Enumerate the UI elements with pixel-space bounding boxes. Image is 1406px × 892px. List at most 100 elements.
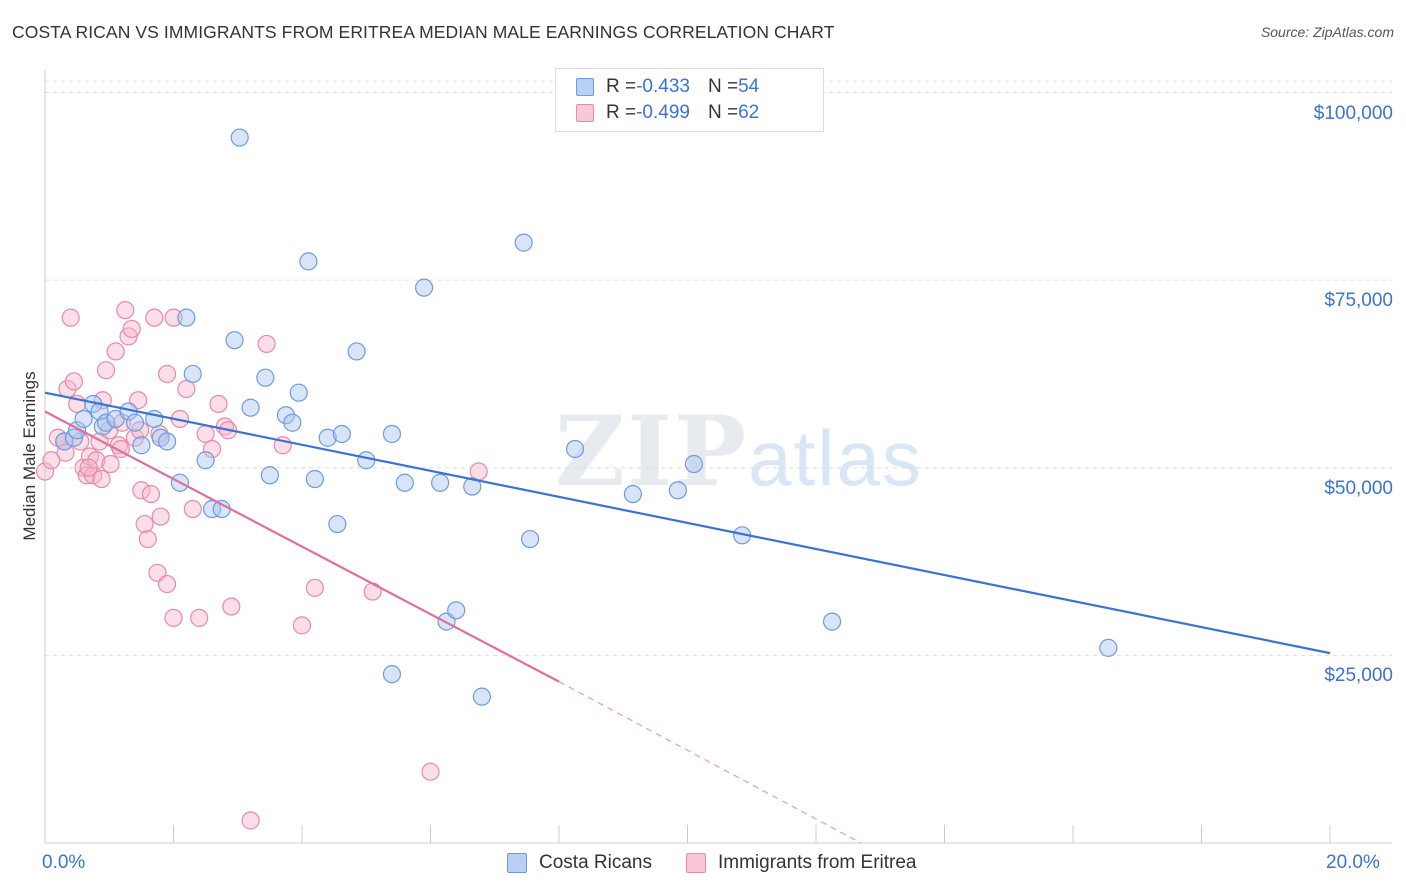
data-point <box>141 484 161 504</box>
data-point <box>177 308 196 327</box>
data-point <box>64 372 84 391</box>
data-point <box>92 469 111 489</box>
x-tick-label-min: 0.0% <box>42 852 86 873</box>
n-value: 54 <box>738 76 760 97</box>
n-label: N = <box>707 102 739 123</box>
n-value: 62 <box>738 102 760 123</box>
data-point <box>55 432 74 451</box>
data-point <box>132 436 151 455</box>
data-point <box>514 233 533 252</box>
data-point <box>42 451 61 470</box>
correlation-legend: R = -0.433 N = 54 R = -0.499 N = 62 <box>555 68 824 132</box>
legend-item-costa-ricans: Costa Ricans <box>507 852 652 874</box>
chart-title: COSTA RICAN VS IMMIGRANTS FROM ERITREA M… <box>12 22 835 42</box>
data-point <box>222 597 241 616</box>
watermark: ZIPatlas <box>555 395 923 508</box>
r-value: -0.433 <box>636 76 690 97</box>
r-value: -0.499 <box>636 102 690 123</box>
data-point <box>96 413 116 432</box>
series-legend: Costa Ricans Immigrants from Eritrea <box>0 852 1406 876</box>
y-tick-label: $50,000 <box>1324 477 1393 499</box>
data-point <box>241 398 260 417</box>
data-point <box>209 394 228 414</box>
data-point <box>421 762 440 781</box>
data-point <box>305 469 324 489</box>
y-tick-label: $75,000 <box>1324 290 1393 312</box>
data-point <box>164 608 183 627</box>
data-point <box>395 473 414 492</box>
data-point <box>520 529 540 549</box>
data-point <box>157 574 177 594</box>
data-point <box>61 308 80 327</box>
data-point <box>77 466 96 485</box>
legend-swatch-pink <box>686 853 706 873</box>
data-point <box>289 383 308 402</box>
legend-row-eritrea: R = -0.499 N = 62 <box>576 102 759 124</box>
legend-label: Immigrants from Eritrea <box>718 852 917 873</box>
data-point <box>299 252 318 271</box>
gridlines <box>45 80 1392 656</box>
data-point <box>122 319 141 339</box>
data-point <box>106 342 125 361</box>
data-point <box>668 481 687 500</box>
data-point <box>145 308 164 327</box>
data-point <box>472 687 491 706</box>
data-point <box>565 439 585 459</box>
data-point <box>305 578 324 597</box>
data-point <box>414 278 434 297</box>
legend-label: Costa Ricans <box>539 852 652 873</box>
n-label: N = <box>707 76 739 97</box>
data-point <box>157 432 177 451</box>
data-point <box>96 361 116 380</box>
data-point <box>328 514 347 534</box>
data-point <box>101 454 120 474</box>
r-label: R = <box>606 76 637 97</box>
data-point <box>357 451 376 470</box>
data-point <box>87 451 106 470</box>
series-costa-rican-points <box>55 128 1118 706</box>
data-point <box>382 424 402 444</box>
data-point <box>318 428 337 447</box>
data-point <box>256 368 275 387</box>
data-point <box>463 477 482 496</box>
data-point <box>196 451 215 470</box>
trend-line-costa-rican <box>44 391 1331 655</box>
data-point <box>283 413 302 432</box>
x-tick-label-max: 20.0% <box>1326 852 1380 873</box>
r-label: R = <box>606 102 637 123</box>
trend-line-eritrea <box>44 410 560 683</box>
y-axis-label: Median Male Earnings <box>20 371 39 541</box>
data-point <box>241 811 260 830</box>
data-point <box>190 608 209 627</box>
data-point <box>276 406 296 425</box>
data-point <box>257 334 276 354</box>
data-point <box>623 484 642 504</box>
legend-swatch-pink <box>576 104 594 122</box>
data-point <box>74 409 93 429</box>
data-point <box>684 454 704 474</box>
data-point <box>125 413 145 432</box>
data-point <box>35 462 55 481</box>
data-point <box>202 499 222 519</box>
trend-line-eritrea-extension <box>558 681 862 844</box>
data-point <box>79 458 98 477</box>
data-point <box>332 424 351 444</box>
legend-swatch-blue <box>576 78 594 96</box>
legend-row-costa-rican: R = -0.433 N = 54 <box>576 76 759 98</box>
axes <box>44 70 1392 844</box>
data-point <box>447 601 466 620</box>
data-point <box>183 364 202 384</box>
data-point <box>431 473 450 492</box>
data-point <box>164 308 183 327</box>
data-point <box>151 507 170 526</box>
data-point <box>1099 638 1118 657</box>
data-point <box>225 331 244 350</box>
data-point <box>202 439 222 459</box>
watermark-atlas: atlas <box>748 414 923 502</box>
data-point <box>230 128 249 147</box>
source-label: Source: ZipAtlas.com <box>1260 24 1394 40</box>
watermark-zip: ZIP <box>555 395 749 508</box>
data-point <box>212 499 231 519</box>
legend-item-eritrea: Immigrants from Eritrea <box>686 852 916 874</box>
